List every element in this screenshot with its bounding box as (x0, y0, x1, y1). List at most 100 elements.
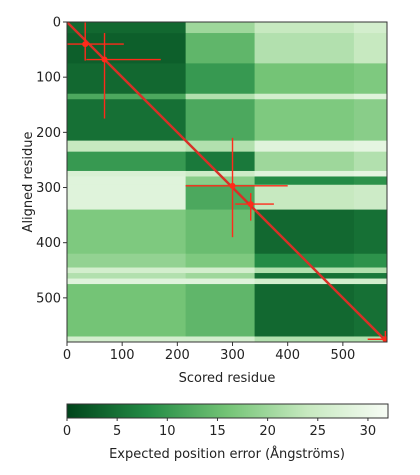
heatmap-cell (254, 273, 355, 279)
heatmap-cell (353, 170, 387, 177)
heatmap-cell (353, 284, 387, 337)
heatmap-cell (185, 253, 255, 268)
heatmap-cell (185, 151, 255, 172)
heatmap-cell (353, 176, 387, 186)
heatmap-cell (353, 33, 387, 64)
heatmap-cell (353, 99, 387, 142)
heatmap-cell (185, 33, 255, 64)
y-tick-label: 200 (36, 126, 61, 141)
heatmap-cell (67, 253, 187, 268)
colorbar-tick-label: 10 (159, 424, 176, 439)
heatmap-cell (254, 99, 355, 142)
heatmap-cell (254, 284, 355, 337)
heatmap-cell (254, 93, 355, 100)
heatmap-cell (67, 278, 187, 285)
heatmap-cell (67, 267, 187, 274)
heatmap-cell (67, 99, 187, 142)
diagonal-line (67, 22, 387, 342)
heatmap-cell (254, 267, 355, 274)
heatmap-cell (67, 22, 187, 34)
heatmap-cell (67, 273, 187, 279)
heatmap-cell (185, 22, 255, 34)
heatmap-cell (254, 170, 355, 177)
heatmap-cell (254, 63, 355, 95)
y-tick-label: 300 (36, 181, 61, 196)
y-axis-title: Aligned residue (21, 132, 36, 233)
x-tick-label: 100 (110, 348, 135, 363)
heatmap-cell (185, 63, 255, 95)
heatmap-cell (353, 140, 387, 153)
heatmap-cell (185, 209, 255, 255)
x-tick-label: 300 (220, 348, 245, 363)
colorbar-tick-label: 25 (310, 424, 327, 439)
heatmap-cell (67, 151, 187, 172)
heatmap-cell (353, 63, 387, 95)
colorbar (66, 403, 389, 419)
heatmap-cell (67, 140, 187, 153)
heatmap-cell (185, 184, 255, 210)
heatmap-cell (353, 273, 387, 279)
x-tick-label: 0 (63, 348, 71, 363)
heatmap-cell (254, 278, 355, 285)
heatmap-cell (353, 253, 387, 268)
colorbar-label: Expected position error (Ångströms) (109, 446, 345, 462)
heatmap-cell (254, 184, 355, 210)
heatmap-cell (185, 273, 255, 279)
error-center (382, 336, 387, 342)
colorbar-tick-label: 15 (209, 424, 226, 439)
error-center (229, 182, 236, 189)
heatmap-cell (185, 267, 255, 274)
colorbar-ticks: 0 5 10 15 20 25 30 (63, 418, 376, 439)
heatmap-cell (185, 140, 255, 153)
heatmap-cell (67, 93, 187, 100)
heatmap-cell (254, 151, 355, 172)
heatmap-cell (353, 93, 387, 100)
heatmap-cell (353, 267, 387, 274)
heatmap-cell (254, 140, 355, 153)
heatmap-cell (67, 336, 187, 342)
heatmap-cell (353, 278, 387, 285)
heatmap-cell (254, 33, 355, 64)
colorbar-tick-label: 0 (63, 424, 71, 439)
heatmap-cell (254, 336, 355, 342)
heatmap-cell (353, 151, 387, 172)
heatmap-cell (67, 176, 187, 186)
heatmap-cell (185, 176, 255, 186)
x-tick-label: 200 (165, 348, 190, 363)
y-tick-label: 100 (36, 71, 61, 86)
heatmap-cell (185, 284, 255, 337)
error-center (247, 201, 254, 208)
heatmap-cell (353, 22, 387, 34)
error-overlay (67, 22, 387, 342)
heatmap-cell (185, 93, 255, 100)
heatmap-cell (254, 22, 355, 34)
y-tick-label: 400 (36, 236, 61, 251)
heatmap-cell (67, 284, 187, 337)
heatmap-cell (67, 209, 187, 255)
heatmap-cell (185, 278, 255, 285)
heatmap-cell (353, 184, 387, 210)
plot-frame (66, 21, 388, 343)
heatmap-cell (254, 176, 355, 186)
x-tick-label: 500 (330, 348, 355, 363)
y-tick-label: 0 (53, 16, 61, 31)
heatmap-cell (353, 209, 387, 255)
error-center (101, 56, 108, 63)
heatmap-cell (185, 336, 255, 342)
heatmap-cell (67, 33, 187, 64)
heatmap-cell (67, 63, 187, 95)
heatmap (67, 22, 387, 342)
colorbar-tick-label: 20 (259, 424, 276, 439)
x-axis: 0 100 200 300 400 500 (63, 342, 355, 363)
error-center (82, 41, 89, 48)
colorbar-tick-label: 30 (360, 424, 377, 439)
x-axis-title: Scored residue (179, 371, 276, 386)
colorbar-tick-label: 5 (113, 424, 121, 439)
y-tick-label: 500 (36, 291, 61, 306)
heatmap-cell (185, 99, 255, 142)
y-axis: 0 100 200 300 400 500 (36, 16, 67, 306)
x-tick-label: 400 (275, 348, 300, 363)
heatmap-cell (254, 209, 355, 255)
heatmap-cell (67, 184, 187, 210)
